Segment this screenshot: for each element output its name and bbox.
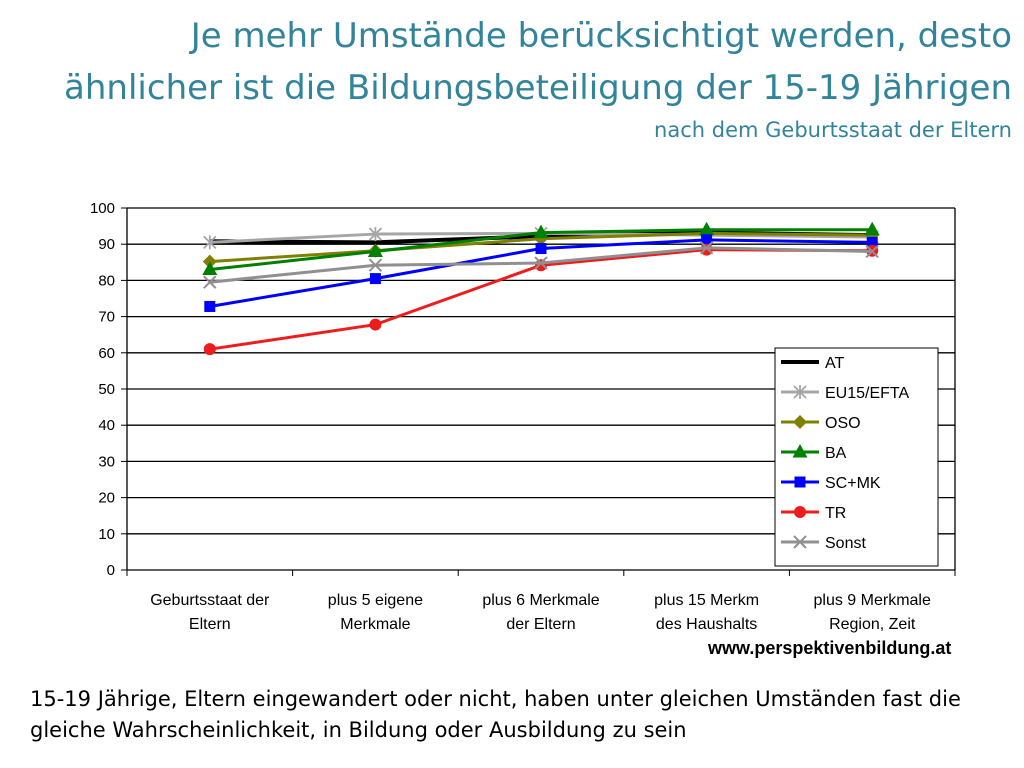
marker-asterisk (203, 235, 217, 250)
legend-label: OSO (825, 415, 861, 432)
y-tick-label: 70 (98, 309, 115, 326)
marker-triangle (202, 261, 218, 276)
marker-x (699, 241, 714, 255)
x-tick-label: plus 6 Merkmale (482, 592, 599, 609)
legend-item: BA (781, 444, 847, 462)
x-tick-label: plus 5 eigene (328, 592, 423, 609)
marker-triangle (699, 221, 715, 236)
marker-triangle (367, 243, 383, 257)
marker-asterisk (368, 227, 383, 242)
legend-label: AT (825, 355, 844, 372)
x-tick-label: Merkmale (340, 616, 410, 633)
legend-item: SC+MK (781, 475, 881, 492)
legend-item: TR (781, 505, 846, 522)
marker-triangle (533, 224, 549, 239)
y-tick-label: 100 (90, 200, 115, 217)
legend-item: OSO (781, 415, 861, 432)
axes: 0 10 20 30 40 50 60 70 80 90 100 Geburtsstaat der El… (90, 200, 956, 633)
marker-circle (369, 318, 382, 331)
legend-item: AT (781, 355, 844, 372)
x-tick-label: Eltern (189, 616, 231, 633)
marker-x (534, 256, 548, 270)
marker-x (368, 258, 383, 272)
marker-square (701, 234, 713, 246)
y-tick-label: 60 (98, 345, 115, 362)
series-sonst (203, 241, 879, 289)
legend: AT EU15/EFTA OSO BA SC+MK TR Sonst (774, 347, 939, 567)
legend-item: EU15/EFTA (781, 385, 910, 402)
legend-label: BA (825, 445, 847, 462)
legend-label: TR (825, 505, 846, 522)
marker-x (203, 275, 217, 289)
y-tick-label: 50 (98, 381, 115, 398)
marker-circle (794, 506, 806, 518)
series-sc-mk (204, 234, 878, 312)
y-tick-label: 90 (98, 236, 115, 253)
slide-title-line-1: Je mehr Umstände berücksichtigt werden, … (190, 16, 1012, 56)
legend-label: Sonst (825, 535, 866, 552)
series-lines (202, 221, 880, 356)
marker-triangle (864, 221, 880, 236)
slide-title-line-2: ähnlicher ist die Bildungsbeteiligung de… (64, 68, 1012, 108)
marker-x (865, 244, 879, 259)
x-tick-label: Geburtsstaat der (150, 592, 270, 609)
y-tick-label: 40 (98, 417, 115, 434)
y-tick-label: 30 (98, 453, 115, 470)
marker-diamond (793, 415, 807, 429)
marker-square (866, 236, 878, 248)
source-url: www.perspektivenbildung.at (708, 638, 952, 658)
legend-label: EU15/EFTA (825, 385, 910, 402)
marker-square (794, 476, 806, 488)
marker-asterisk (793, 385, 807, 399)
y-tick-label: 20 (98, 490, 115, 507)
marker-triangle (792, 444, 808, 458)
marker-x (793, 535, 807, 549)
marker-circle (203, 343, 216, 356)
marker-square (535, 243, 547, 255)
slide-subtitle: nach dem Geburtsstaat der Eltern (654, 118, 1012, 142)
y-tick-label: 80 (98, 272, 115, 289)
legend-item: Sonst (781, 535, 866, 552)
x-tick-label: plus 15 Merkm (654, 592, 759, 609)
marker-circle (535, 259, 547, 272)
legend-label: SC+MK (825, 475, 881, 492)
series-ba (202, 221, 880, 276)
caption-text: 15-19 Jährige, Eltern eingewandert oder … (30, 687, 961, 742)
x-tick-label: plus 9 Merkmale (814, 592, 931, 609)
x-tick-label: der Eltern (506, 616, 575, 633)
marker-square (369, 273, 381, 285)
line-chart: 0 10 20 30 40 50 60 70 80 90 100 Geburtsstaat der El… (90, 200, 956, 633)
x-tick-label: Region, Zeit (829, 616, 916, 633)
x-tick-label: des Haushalts (656, 616, 757, 633)
marker-square (204, 300, 216, 312)
y-tick-label: 10 (98, 526, 115, 543)
y-tick-label: 0 (107, 562, 115, 579)
